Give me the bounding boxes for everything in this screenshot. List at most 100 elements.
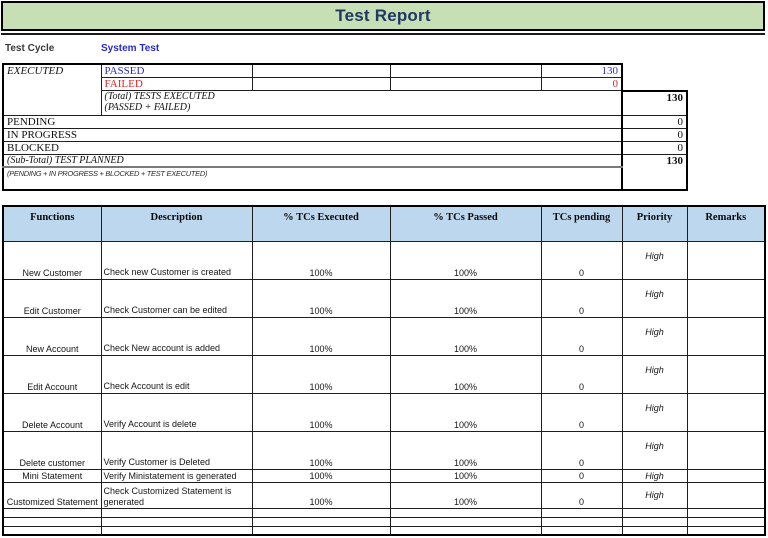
tcs-executed-cell: 100%	[251, 392, 391, 432]
filler-cell	[2, 179, 622, 192]
summary-row-blocked: BLOCKED 0	[2, 141, 688, 156]
summary-row-total-executed: (Total) TESTS EXECUTED (PASSED + FAILED)…	[3, 89, 688, 117]
tcs-executed-cell: 100%	[251, 468, 391, 483]
total-executed-label-line2: (PASSED + FAILED)	[104, 102, 191, 114]
tcs-passed-cell: 100%	[389, 316, 542, 356]
tcs-passed-cell: 100%	[389, 278, 542, 318]
spacer-cell	[622, 64, 687, 78]
failed-label-cell[interactable]: FAILED	[101, 77, 253, 92]
description-cell: Check New account is added	[100, 316, 253, 356]
description-cell: Verify Ministatement is generated	[100, 468, 253, 483]
tcs-pending-cell: 0	[540, 468, 623, 483]
blocked-value-cell: 0	[621, 141, 688, 156]
failed-value: 0	[612, 78, 619, 91]
function-cell: Customized Statement	[2, 481, 102, 509]
function-cell: Delete customer	[2, 430, 102, 470]
passed-value-cell: 130	[541, 63, 623, 78]
header-priority: Priority	[621, 205, 688, 242]
empty-cell	[100, 507, 253, 518]
priority-cell: High	[621, 354, 688, 394]
tcs-passed-cell: 100%	[389, 430, 542, 470]
table-row: New Customer Check new Customer is creat…	[2, 240, 766, 280]
functions-table: Functions Description % TCs Executed % T…	[2, 205, 766, 537]
summary-row-pending: PENDING 0	[2, 115, 688, 130]
table-row: Mini Statement Verify Ministatement is g…	[2, 468, 766, 483]
remarks-cell	[686, 316, 766, 356]
blocked-label-cell: BLOCKED	[2, 141, 622, 156]
tcs-passed-cell: 100%	[389, 240, 542, 280]
empty-cell	[252, 77, 391, 92]
empty-cell	[2, 516, 102, 527]
passed-label: PASSED	[104, 65, 145, 77]
page-title: Test Report	[335, 6, 431, 25]
executed-label-cell: EXECUTED	[2, 63, 102, 117]
function-cell: New Customer	[2, 240, 102, 280]
header-functions: Functions	[2, 205, 102, 242]
execution-summary-table: EXECUTED PASSED 130 FAILED 0 (Total) TES…	[2, 63, 688, 192]
priority-cell: High	[621, 468, 688, 483]
empty-cell	[2, 525, 102, 537]
empty-cell	[390, 63, 542, 78]
function-cell: Mini Statement	[2, 468, 102, 483]
summary-row-formula: (PENDING + IN PROGRESS + BLOCKED + TEST …	[2, 167, 687, 180]
subtotal-label-cell: (Sub-Total) TEST PLANNED	[2, 154, 622, 169]
tcs-executed-cell: 100%	[251, 278, 391, 318]
description-cell: Check new Customer is created	[100, 240, 253, 280]
empty-cell	[390, 77, 542, 92]
priority-cell: High	[621, 481, 688, 509]
spacer-cell	[622, 78, 687, 91]
empty-cell	[2, 507, 102, 518]
empty-cell	[686, 507, 766, 518]
function-cell: Delete Account	[2, 392, 102, 432]
tcs-pending-cell: 0	[540, 354, 623, 394]
empty-cell	[621, 516, 688, 527]
tcs-executed-cell: 100%	[251, 430, 391, 470]
remarks-cell	[686, 430, 766, 470]
functions-table-header: Functions Description % TCs Executed % T…	[2, 205, 766, 242]
priority-cell: High	[621, 316, 688, 356]
empty-cell	[389, 507, 542, 518]
tcs-executed-cell: 100%	[251, 481, 391, 509]
tcs-executed-cell: 100%	[251, 354, 391, 394]
in-progress-value-cell: 0	[621, 128, 688, 143]
function-cell: Edit Account	[2, 354, 102, 394]
header-description: Description	[100, 205, 253, 242]
empty-cell	[252, 63, 391, 78]
passed-value: 130	[601, 65, 619, 77]
remarks-cell	[686, 468, 766, 483]
table-row: Customized Statement Check Customized St…	[2, 481, 766, 509]
summary-row-filler	[2, 179, 687, 192]
tcs-passed-cell: 100%	[389, 481, 542, 509]
empty-cell	[251, 516, 391, 527]
remarks-cell	[686, 354, 766, 394]
description-cell: Verify Customer is Deleted	[100, 430, 253, 470]
empty-table-row	[2, 525, 766, 537]
empty-cell	[100, 525, 253, 537]
empty-cell	[251, 507, 391, 518]
empty-cell	[389, 525, 542, 537]
tcs-passed-cell: 100%	[389, 392, 542, 432]
header-remarks: Remarks	[686, 205, 766, 242]
empty-table-row	[2, 516, 766, 527]
tcs-pending-cell: 0	[540, 316, 623, 356]
remarks-cell	[686, 278, 766, 318]
test-cycle-label: Test Cycle	[5, 43, 55, 54]
passed-label-cell[interactable]: PASSED	[101, 63, 253, 78]
table-row: New Account Check New account is added 1…	[2, 316, 766, 356]
function-cell: Edit Customer	[2, 278, 102, 318]
remarks-cell	[686, 240, 766, 280]
subtotal-formula-cell: (PENDING + IN PROGRESS + BLOCKED + TEST …	[2, 167, 622, 180]
header-tcs-passed: % TCs Passed	[389, 205, 542, 242]
pending-label-cell: PENDING	[2, 115, 622, 130]
priority-cell: High	[621, 430, 688, 470]
header-tcs-pending: TCs pending	[540, 205, 623, 242]
total-executed-label-line1: (Total) TESTS EXECUTED	[104, 91, 215, 103]
in-progress-label-cell: IN PROGRESS	[2, 128, 622, 143]
test-cycle-value[interactable]: System Test	[101, 43, 160, 54]
priority-cell: High	[621, 278, 688, 318]
empty-cell	[686, 525, 766, 537]
table-row: Edit Customer Check Customer can be edit…	[2, 278, 766, 318]
empty-cell	[621, 507, 688, 518]
pending-value-cell: 0	[621, 115, 688, 130]
